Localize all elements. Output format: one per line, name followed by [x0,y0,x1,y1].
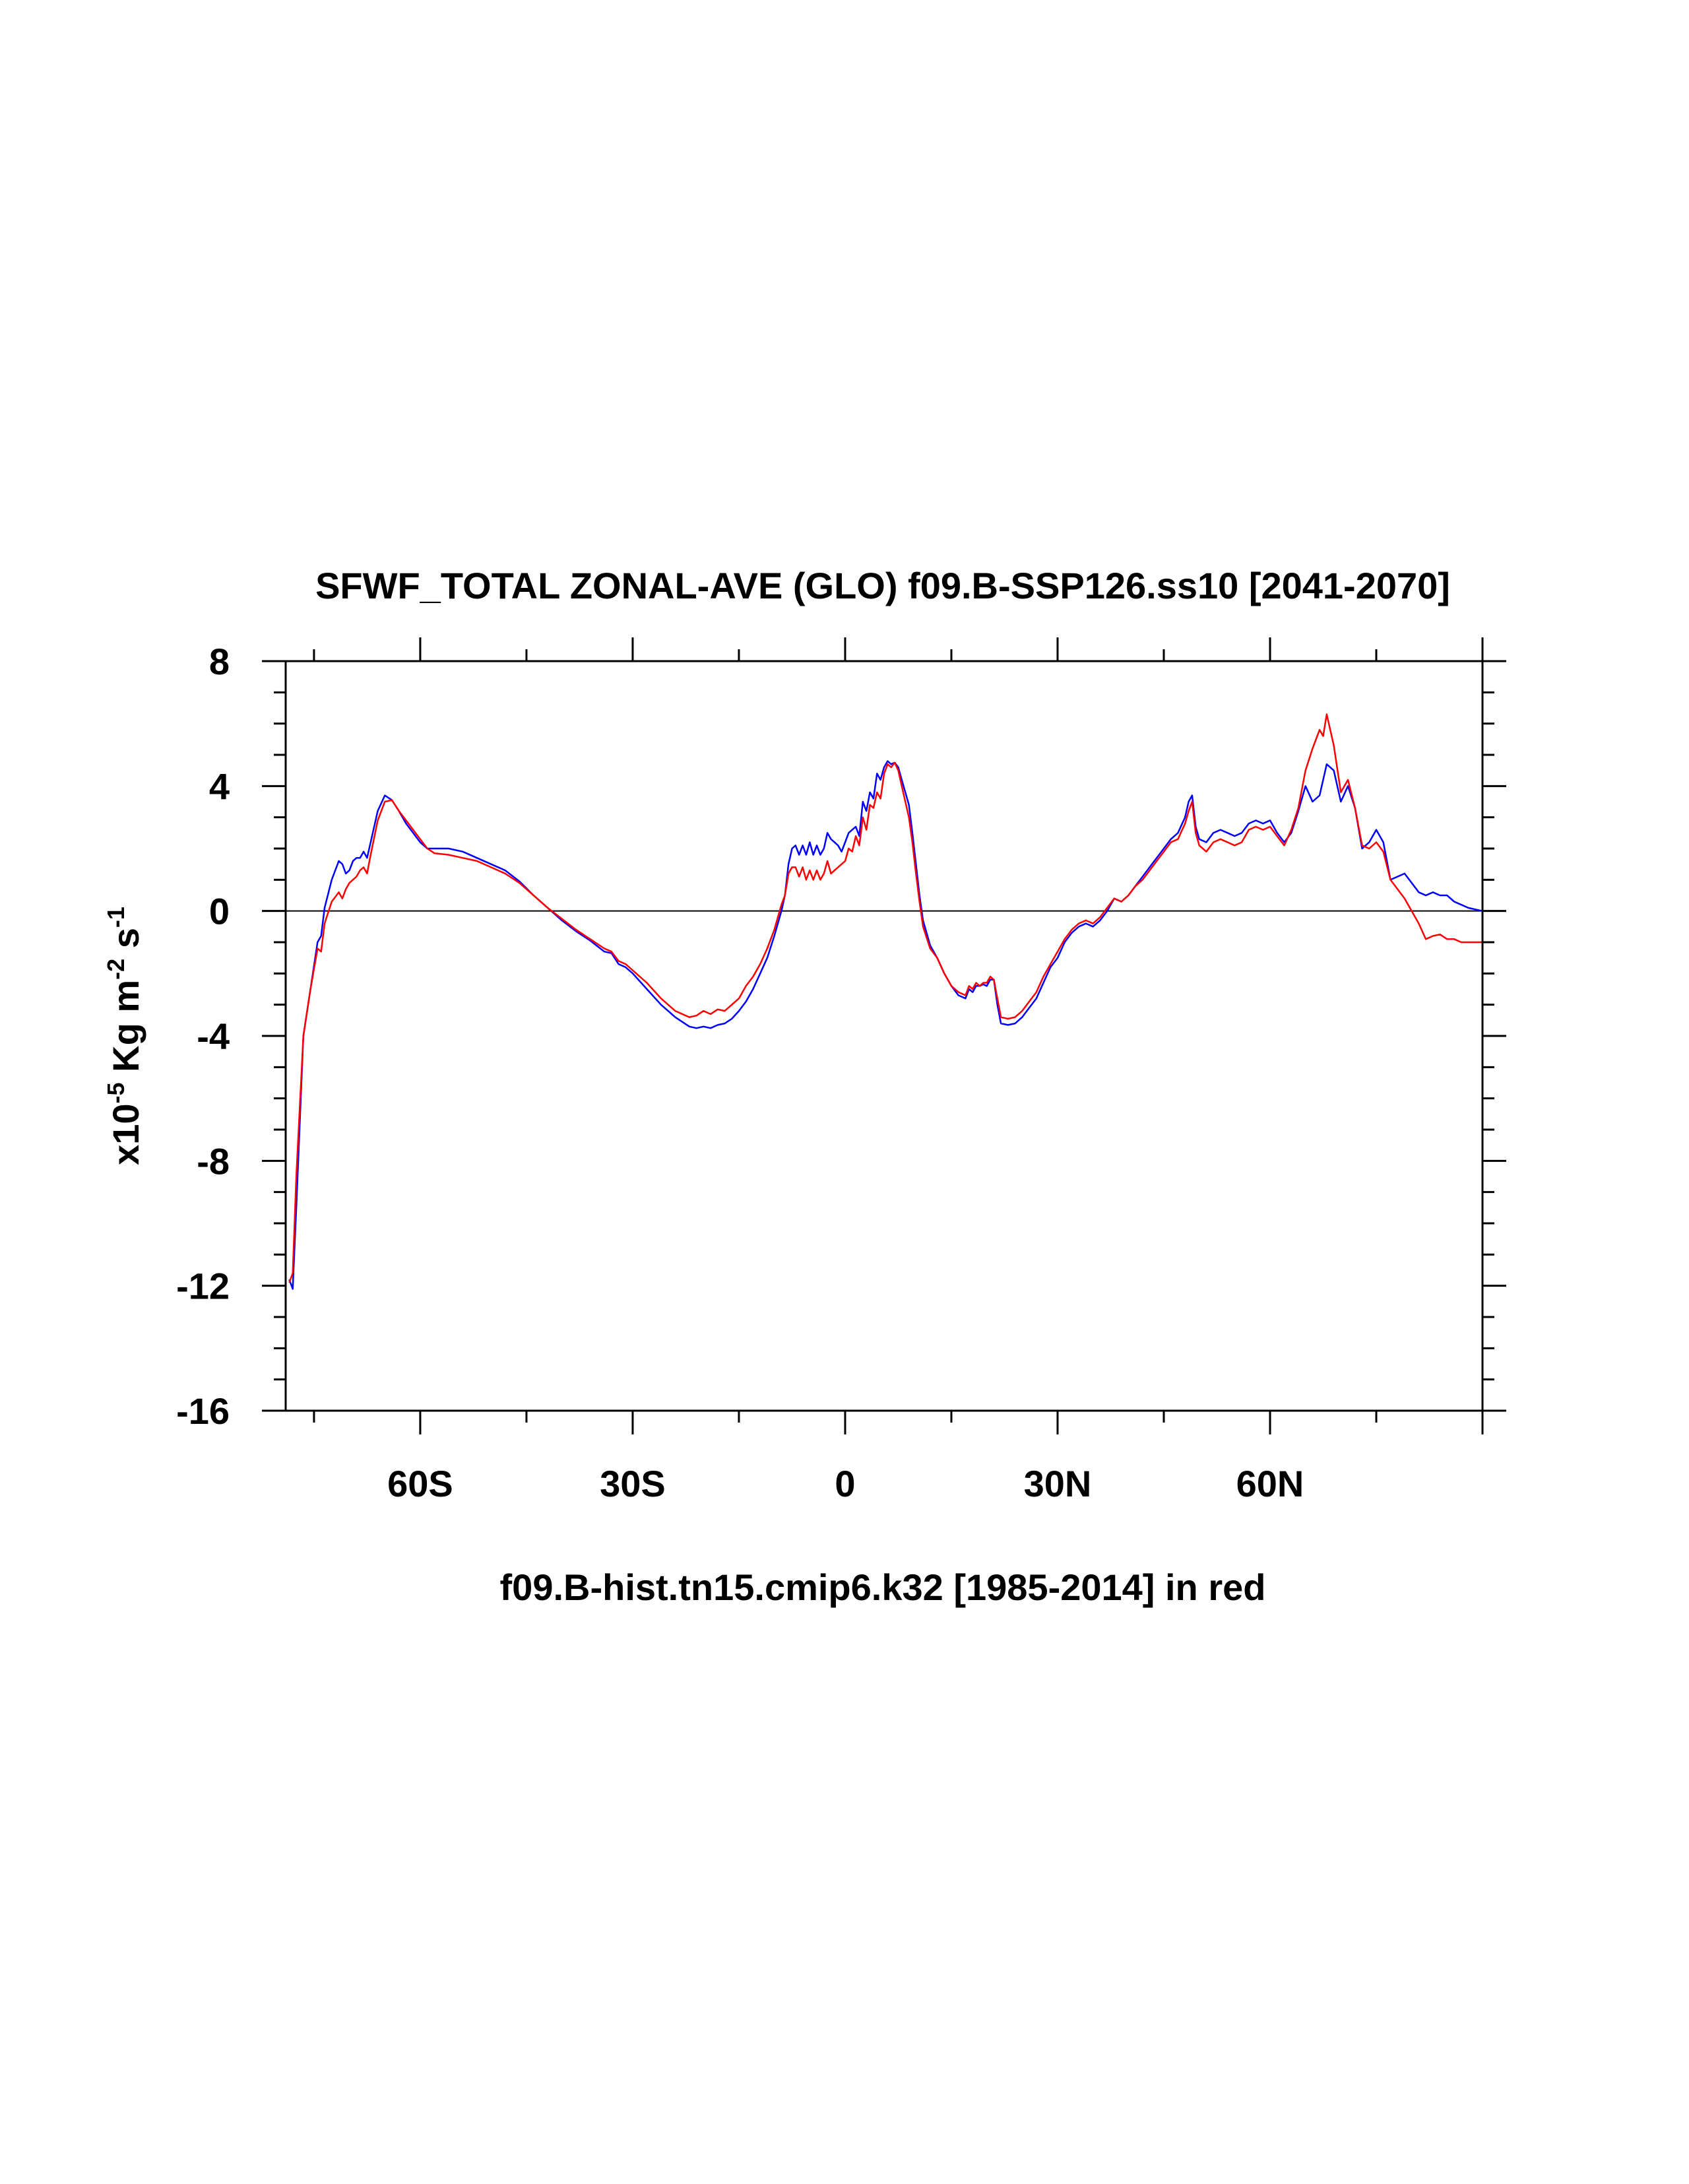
x-tick-label: 30S [600,1463,666,1504]
y-axis-label-unit1: Kg m [105,980,146,1083]
plot-area [262,637,1506,1434]
y-axis-label: x10-5 Kg m-2 s-1 [102,907,146,1165]
y-tick-label: 4 [209,765,230,807]
x-tick-label: 60S [387,1463,453,1504]
y-tick-label: 0 [209,891,230,932]
chart-title: SFWF_TOTAL ZONAL-AVE (GLO) f09.B-SSP126.… [315,565,1450,606]
x-tick-label: 60N [1236,1463,1304,1504]
svg-text:x10-5 Kg m-2 s-1: x10-5 Kg m-2 s-1 [102,907,146,1165]
y-tick-label: -12 [176,1266,230,1307]
series-line-hist [288,713,1482,1283]
y-axis-label-base: x10 [105,1103,146,1165]
y-tick-label: -8 [197,1140,230,1182]
y-axis-label-exp1: -5 [102,1082,129,1103]
y-tick-label: -4 [197,1015,230,1057]
y-axis-label-unit2: s [105,928,146,959]
series-line-ssp126 [288,760,1482,1290]
y-axis-label-exp2: -2 [102,959,129,980]
y-axis-label-exp3: -1 [102,907,129,928]
y-tick-label: 8 [209,641,230,682]
x-axis-label: f09.B-hist.tn15.cmip6.k32 [1985-2014] in… [500,1566,1266,1608]
y-tick-label: -16 [176,1390,230,1432]
x-tick-label: 0 [835,1463,855,1504]
x-tick-label: 30N [1024,1463,1092,1504]
